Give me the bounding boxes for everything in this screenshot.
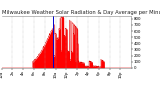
Text: Milwaukee Weather Solar Radiation & Day Average per Minute W/m2 (Today): Milwaukee Weather Solar Radiation & Day … — [2, 10, 160, 15]
